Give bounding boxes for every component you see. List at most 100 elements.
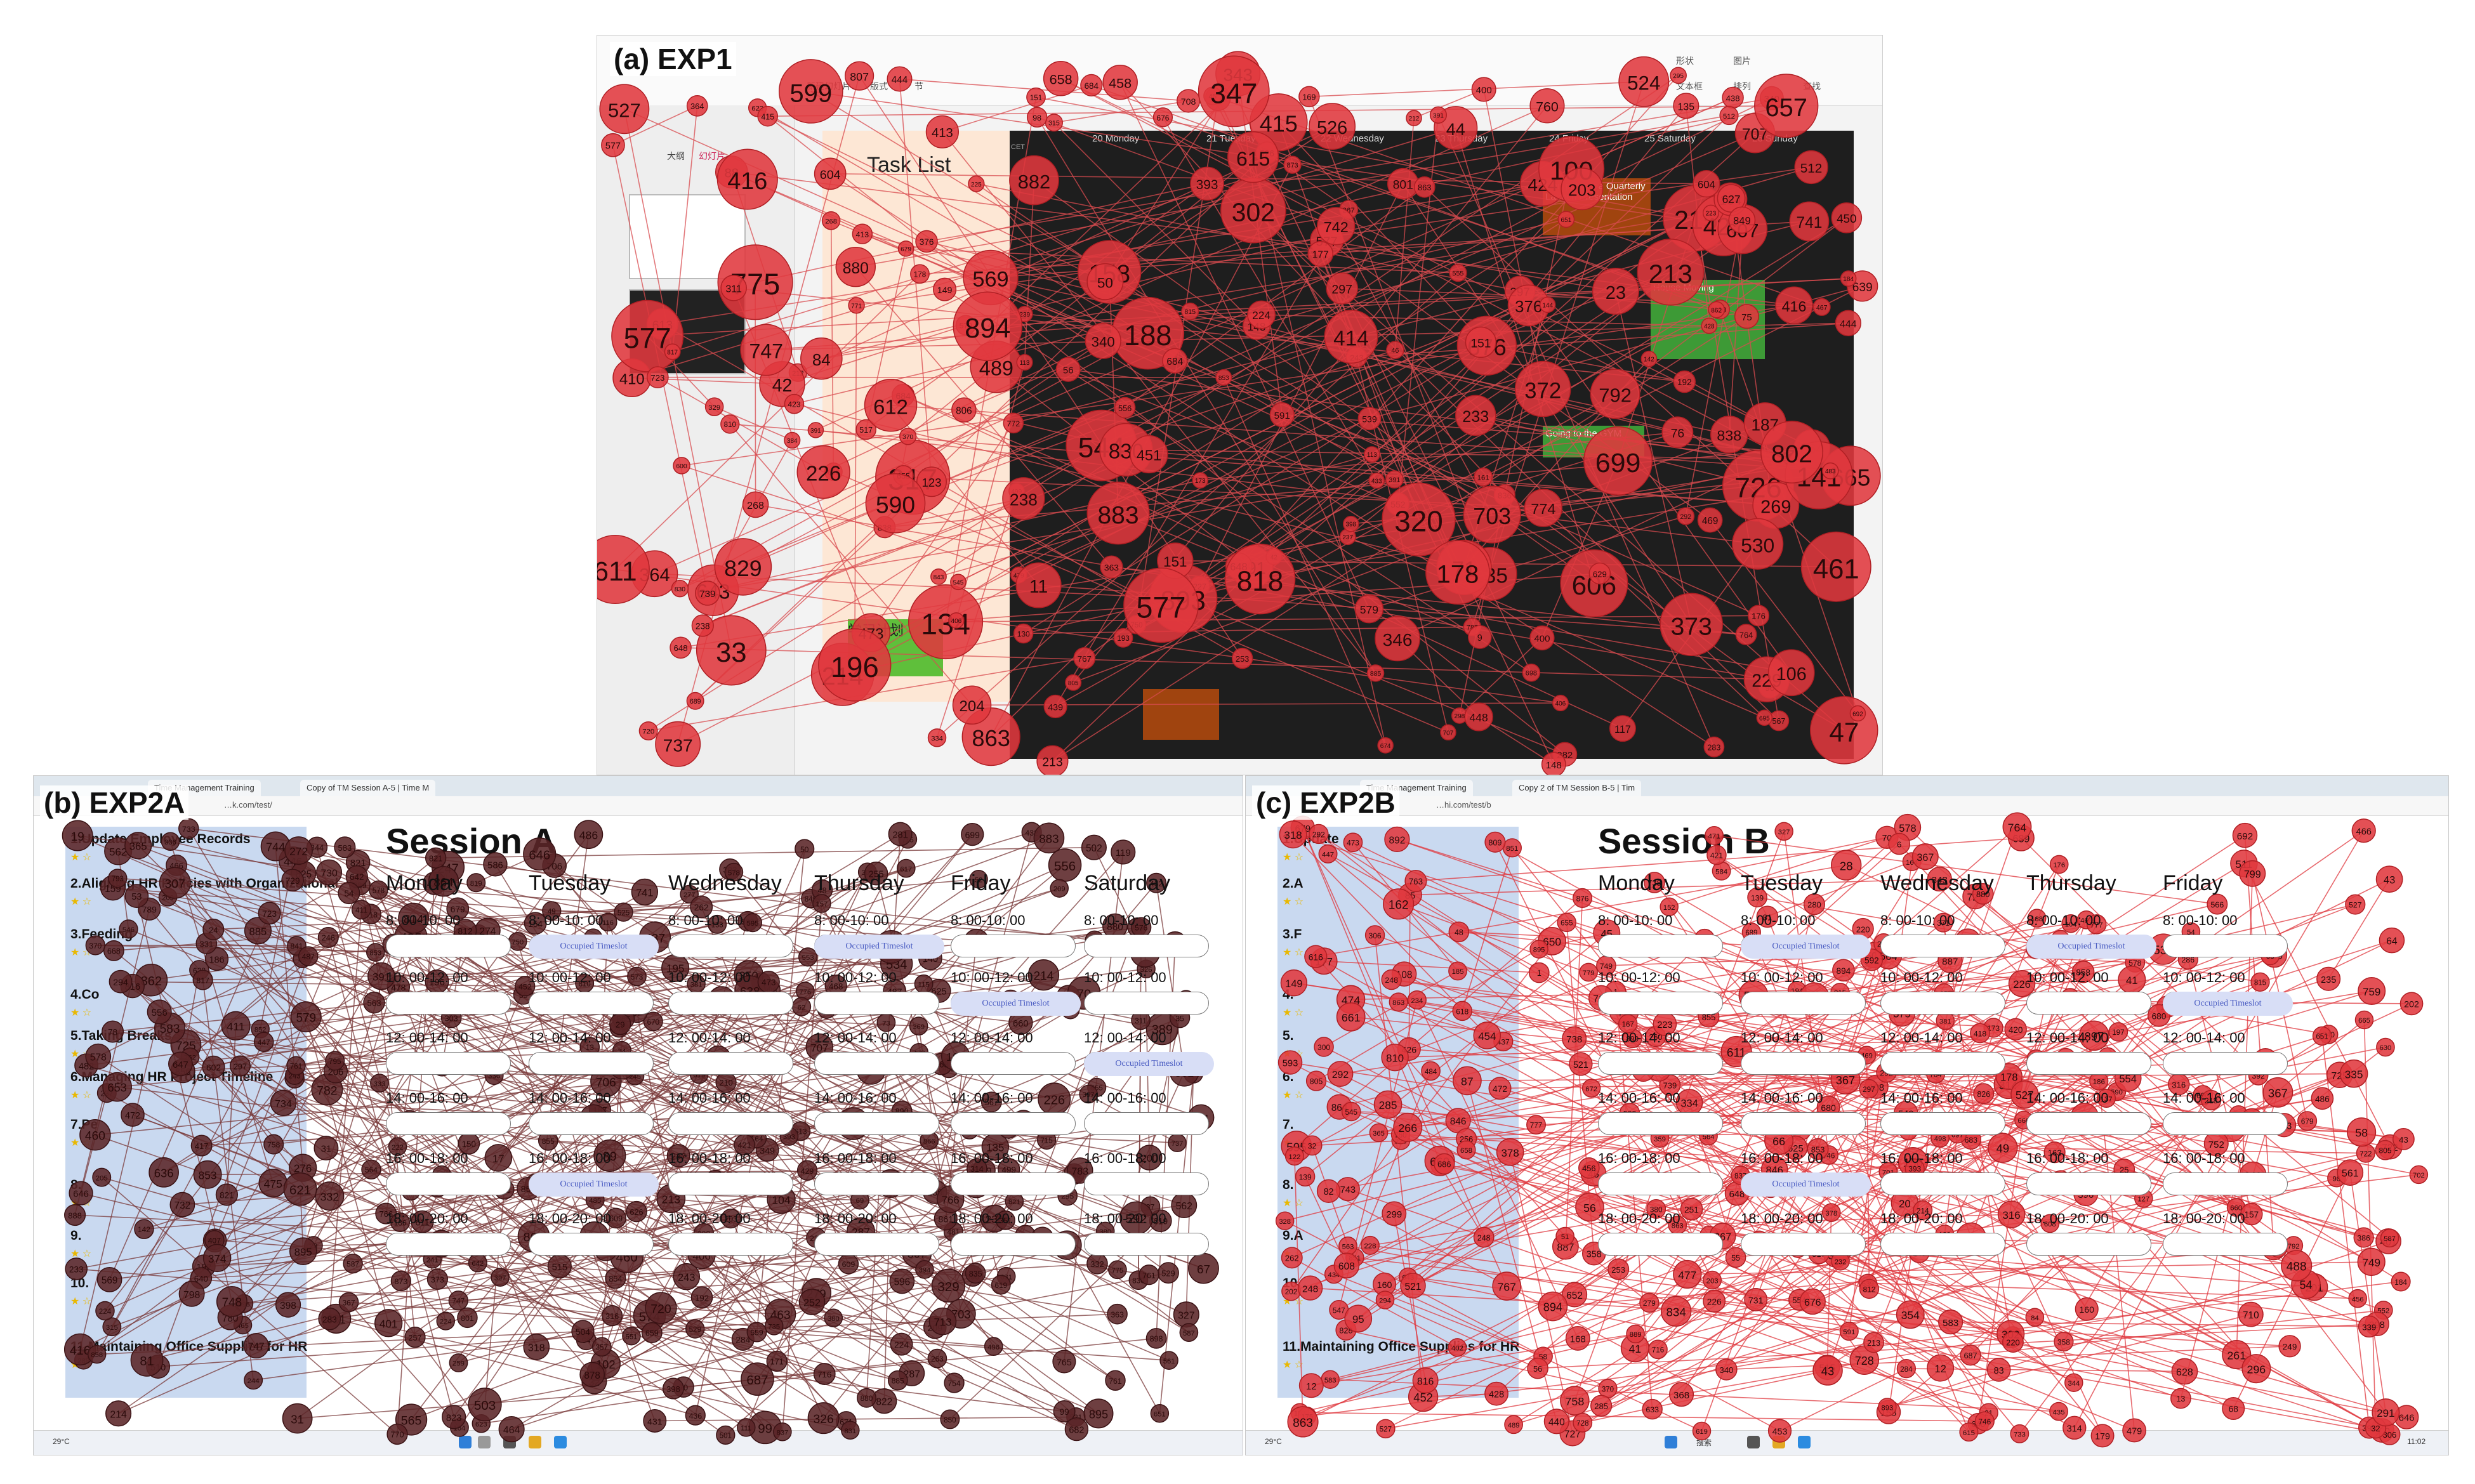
star-rating-icon[interactable]: ★ ☆	[70, 1090, 92, 1101]
timeslot-dropdown[interactable]	[814, 992, 939, 1015]
ribbon-item[interactable]: 形状	[1676, 56, 1694, 66]
address-text[interactable]: …k.com/test/	[224, 800, 272, 810]
timeslot-dropdown[interactable]	[2026, 1233, 2151, 1256]
timeslot-dropdown[interactable]	[814, 1112, 939, 1135]
star-rating-icon[interactable]: ★ ☆	[70, 1249, 92, 1259]
ribbon-item[interactable]: 文本框	[1676, 81, 1703, 91]
timeslot-dropdown[interactable]	[1598, 935, 1723, 957]
task-item[interactable]: 3.F	[1283, 927, 1302, 942]
search-box[interactable]: 搜索	[1696, 1438, 1712, 1447]
timeslot-dropdown[interactable]	[951, 1112, 1076, 1135]
timeslot-dropdown[interactable]	[951, 1233, 1076, 1256]
timeslot-dropdown[interactable]	[2163, 1233, 2288, 1256]
timeslot-dropdown[interactable]	[1880, 1112, 2005, 1135]
timeslot-dropdown[interactable]	[814, 1233, 939, 1256]
star-rating-icon[interactable]: ★ ☆	[70, 852, 92, 863]
timeslot-dropdown[interactable]	[1084, 992, 1209, 1015]
address-text[interactable]: …hi.com/test/b	[1436, 800, 1491, 810]
timeslot-dropdown[interactable]	[529, 1112, 654, 1135]
timeslot-dropdown[interactable]	[2163, 1112, 2288, 1135]
timeslot-dropdown[interactable]	[814, 1052, 939, 1075]
taskview-icon[interactable]	[1747, 1436, 1760, 1448]
timeslot-dropdown[interactable]	[1741, 1112, 1866, 1135]
timeslot-dropdown[interactable]	[386, 1233, 511, 1256]
task-item[interactable]: 2.A	[1283, 876, 1304, 891]
timeslot-dropdown[interactable]	[1880, 935, 2005, 957]
ribbon-item[interactable]: 图片	[1733, 56, 1751, 66]
timeslot-dropdown[interactable]	[2026, 1172, 2151, 1195]
timeslot-dropdown[interactable]	[386, 935, 511, 957]
timeslot-dropdown[interactable]	[1598, 1233, 1723, 1256]
task-item[interactable]: 5.	[1283, 1028, 1294, 1043]
timeslot-dropdown[interactable]	[386, 992, 511, 1015]
star-rating-icon[interactable]: ★ ☆	[1283, 1198, 1304, 1209]
task-item[interactable]: 9.	[70, 1228, 82, 1243]
timeslot-dropdown[interactable]	[951, 1052, 1076, 1075]
address-bar[interactable]: …hi.com/test/b	[1246, 796, 2448, 816]
timeslot-dropdown[interactable]	[2026, 992, 2151, 1015]
task-item[interactable]: 7.	[1283, 1117, 1294, 1132]
task-item[interactable]: 3.Feeding	[70, 927, 133, 942]
star-rating-icon[interactable]: ★ ☆	[1283, 947, 1304, 958]
timeslot-dropdown[interactable]	[668, 935, 793, 957]
timeslot-dropdown[interactable]	[1084, 935, 1209, 957]
star-rating-icon[interactable]: ★ ☆	[70, 1008, 92, 1018]
timeslot-dropdown[interactable]	[1880, 992, 2005, 1015]
timeslot-dropdown[interactable]	[1598, 1112, 1723, 1135]
timeslot-dropdown[interactable]	[529, 992, 654, 1015]
timeslot-dropdown[interactable]	[951, 935, 1076, 957]
star-rating-icon[interactable]: ★ ☆	[70, 947, 92, 958]
timeslot-dropdown[interactable]	[1741, 1052, 1866, 1075]
timeslot-dropdown[interactable]	[2163, 1052, 2288, 1075]
timeslot-dropdown[interactable]	[2026, 1052, 2151, 1075]
browser-tab[interactable]: Copy 2 of TM Session B-5 | Tim	[1512, 780, 1642, 796]
timeslot-dropdown[interactable]	[1880, 1172, 2005, 1195]
calendar-event[interactable]	[1143, 689, 1219, 740]
timeslot-dropdown[interactable]	[529, 1052, 654, 1075]
edge-icon[interactable]	[1798, 1436, 1811, 1448]
timeslot-dropdown[interactable]	[2026, 1112, 2151, 1135]
timeslot-dropdown[interactable]	[814, 1172, 939, 1195]
slides-tab[interactable]: 幻灯片	[699, 151, 725, 161]
timeslot-dropdown[interactable]	[386, 1112, 511, 1135]
star-rating-icon[interactable]: ★ ☆	[1283, 1090, 1304, 1101]
timeslot-dropdown[interactable]	[529, 1233, 654, 1256]
timeslot-dropdown[interactable]	[1084, 1112, 1209, 1135]
timeslot-dropdown[interactable]	[1880, 1233, 2005, 1256]
timeslot-dropdown[interactable]	[1880, 1052, 2005, 1075]
ribbon-item[interactable]: 节	[914, 81, 923, 91]
timeslot-dropdown[interactable]	[386, 1052, 511, 1075]
timeslot-dropdown[interactable]	[668, 1112, 793, 1135]
timeslot-dropdown[interactable]	[1741, 992, 1866, 1015]
star-rating-icon[interactable]: ★ ☆	[1283, 1008, 1304, 1018]
timeslot-dropdown[interactable]	[386, 1172, 511, 1195]
star-rating-icon[interactable]: ★ ☆	[70, 896, 92, 907]
search-icon[interactable]	[478, 1436, 491, 1448]
browser-tab[interactable]: Copy of TM Session A-5 | Time M	[300, 780, 436, 796]
folder-icon[interactable]	[529, 1436, 541, 1448]
timeslot-dropdown[interactable]	[951, 1172, 1076, 1195]
timeslot-dropdown[interactable]	[668, 1052, 793, 1075]
browser-tab[interactable]: Time Management Training	[148, 780, 261, 796]
task-item[interactable]: 9.A	[1283, 1228, 1304, 1243]
timeslot-dropdown[interactable]	[1084, 1233, 1209, 1256]
start-icon[interactable]	[459, 1436, 472, 1448]
address-bar[interactable]: …k.com/test/	[34, 796, 1243, 816]
timeslot-dropdown[interactable]	[1598, 1052, 1723, 1075]
star-rating-icon[interactable]: ★ ☆	[70, 1296, 92, 1307]
timeslot-dropdown[interactable]	[2163, 935, 2288, 957]
outline-tab[interactable]: 大纲	[667, 151, 685, 161]
star-rating-icon[interactable]: ★ ☆	[1283, 896, 1304, 907]
timeslot-dropdown[interactable]	[1598, 1172, 1723, 1195]
timeslot-dropdown[interactable]	[668, 1172, 793, 1195]
star-rating-icon[interactable]: ★ ☆	[1283, 1360, 1304, 1370]
timeslot-dropdown[interactable]	[1741, 1233, 1866, 1256]
task-item[interactable]: 8.	[1283, 1178, 1294, 1192]
timeslot-dropdown[interactable]	[668, 992, 793, 1015]
star-rating-icon[interactable]: ★ ☆	[1283, 852, 1304, 863]
timeslot-dropdown[interactable]	[1598, 992, 1723, 1015]
timeslot-dropdown[interactable]	[2163, 1172, 2288, 1195]
task-item[interactable]: 4.Co	[70, 987, 100, 1002]
edge-icon[interactable]	[554, 1436, 567, 1448]
start-icon[interactable]	[1665, 1436, 1677, 1448]
